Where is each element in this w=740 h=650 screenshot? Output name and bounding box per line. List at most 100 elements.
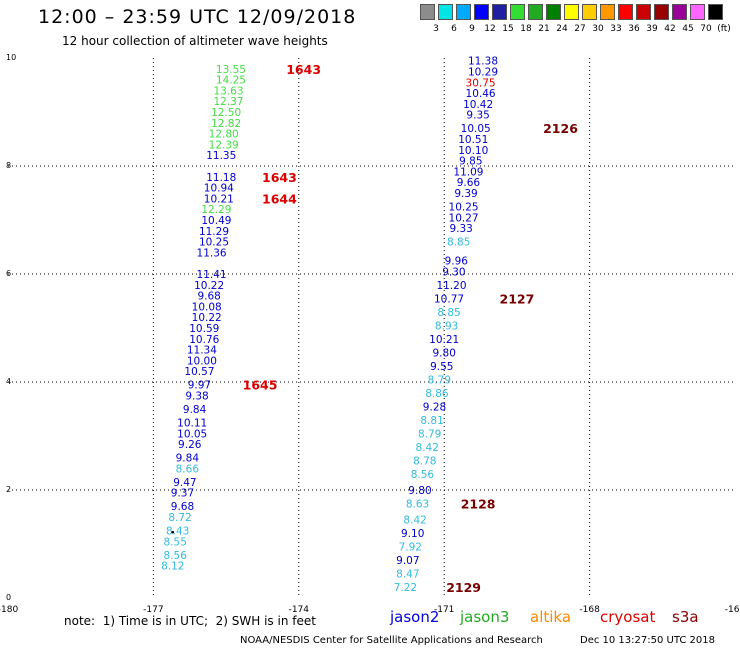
scale-swatch <box>636 4 651 20</box>
data-point-label: 9.85 <box>459 156 482 168</box>
data-point-label: 9.10 <box>401 528 424 540</box>
data-point-label: 10.21 <box>204 193 234 205</box>
data-point-label: 9.33 <box>449 223 472 235</box>
scale-label: 39 <box>646 24 658 34</box>
data-point-label: 9.84 <box>176 453 200 465</box>
x-tick-label: -177 <box>143 605 163 615</box>
time-annotation: 2129 <box>446 580 481 595</box>
data-point-label: 10.49 <box>201 215 231 227</box>
data-point-label: 10.94 <box>204 183 234 195</box>
y-tick-label: 8 <box>6 161 11 170</box>
y-tick-label: 0 <box>6 593 11 602</box>
x-tick-label: -174 <box>289 605 310 615</box>
data-point-label: 10.77 <box>434 293 464 305</box>
legend-altika: altika <box>530 608 572 626</box>
data-point-label: 9.39 <box>454 188 477 200</box>
scale-swatch <box>708 4 723 20</box>
time-annotation: 1644 <box>262 191 297 206</box>
scale-label: 9 <box>469 24 475 34</box>
data-point-label: 8.85 <box>437 307 460 319</box>
legend-s3a: s3a <box>672 608 699 626</box>
x-tick-label: -171 <box>434 605 454 615</box>
data-point-label: 9.80 <box>408 485 431 497</box>
data-point-label: 8.42 <box>403 515 426 527</box>
data-point-label: 8.86 <box>425 388 449 400</box>
data-point-label: 9.28 <box>423 401 446 413</box>
data-point-label: 11.34 <box>187 345 217 357</box>
scale-label: 30 <box>592 24 604 34</box>
scale-label: 6 <box>451 24 457 34</box>
y-tick-label: 6 <box>6 269 11 278</box>
data-point-label: 13.55 <box>216 64 246 76</box>
data-point-label: 11.35 <box>206 150 236 162</box>
data-point-label: 9.66 <box>457 177 481 189</box>
x-tick-label: -180 <box>0 605 18 615</box>
data-point-label: 12.37 <box>213 96 243 108</box>
data-point-label: 9.26 <box>178 439 202 451</box>
time-annotation: 1643 <box>262 170 297 185</box>
scale-label: 33 <box>610 24 622 34</box>
data-point-label: 12.29 <box>201 204 231 216</box>
data-point-label: 10.27 <box>449 212 479 224</box>
scale-swatch <box>690 4 705 20</box>
scale-swatch <box>474 4 489 20</box>
legend-jason2: jason2 <box>390 608 440 626</box>
data-point-label: 8.78 <box>413 455 436 467</box>
legend-jason3: jason3 <box>460 608 510 626</box>
time-annotation: 1645 <box>243 378 278 393</box>
scale-label: (ft) <box>717 24 731 34</box>
data-point-label: 12.39 <box>209 139 239 151</box>
scale-swatch <box>672 4 687 20</box>
data-point-label: 7.22 <box>394 582 417 594</box>
data-point-label: 10.00 <box>187 355 217 367</box>
data-point-label: 11.36 <box>197 247 227 259</box>
scale-label: 70 <box>700 24 712 34</box>
data-point-label: 8.55 <box>164 536 187 548</box>
data-point-label: 11.09 <box>453 166 483 178</box>
scale-swatch <box>492 4 507 20</box>
data-point-label: 8.66 <box>176 463 200 475</box>
data-point-label: 14.25 <box>216 75 246 87</box>
chart-title: 12:00 – 23:59 UTC 12/09/2018 <box>38 6 357 28</box>
scale-swatch <box>456 4 471 20</box>
scale-swatch <box>438 4 453 20</box>
x-tick-label: -165 <box>725 605 740 615</box>
data-point-label: 10.29 <box>468 67 498 79</box>
data-point-label: 13.63 <box>213 85 243 97</box>
scale-label: 12 <box>484 24 496 34</box>
scale-swatch <box>654 4 669 20</box>
time-annotation: 2126 <box>543 121 578 136</box>
data-point-label: 8.47 <box>396 569 419 581</box>
scale-label: 24 <box>556 24 568 34</box>
footer-credit: NOAA/NESDIS Center for Satellite Applica… <box>240 635 543 646</box>
scale-swatch <box>564 4 579 20</box>
scale-swatch <box>600 4 615 20</box>
data-point-label: 9.97 <box>188 380 211 392</box>
data-point-label: 11.20 <box>436 280 466 292</box>
data-point-label: 11.18 <box>206 172 236 184</box>
y-tick-label: 10 <box>6 53 16 62</box>
data-point-label: 8.79 <box>418 428 441 440</box>
data-point-label: 10.59 <box>189 323 219 335</box>
data-point-label: 8.42 <box>416 442 439 454</box>
scale-label: 18 <box>520 24 532 34</box>
legend-cryosat: cryosat <box>600 608 656 626</box>
data-point-label: 10.42 <box>463 99 493 111</box>
data-point-label: 10.46 <box>466 88 496 100</box>
data-point-label: 10.25 <box>199 237 229 249</box>
data-point-label: 8.81 <box>420 415 443 427</box>
data-point-label: 9.30 <box>442 266 465 278</box>
data-point-label: 9.07 <box>396 555 419 567</box>
data-point-label: 10.21 <box>429 334 459 346</box>
scale-swatch <box>582 4 597 20</box>
chart-subtitle: 12 hour collection of altimeter wave hei… <box>62 34 328 48</box>
data-point-label: 9.38 <box>185 391 208 403</box>
time-annotation: 2128 <box>461 497 496 512</box>
data-point-label: 10.11 <box>177 418 207 430</box>
data-point-label: 9.37 <box>171 488 194 500</box>
data-point-label: 11.38 <box>468 56 498 68</box>
data-point-label: 12.50 <box>211 107 241 119</box>
data-point-label: 8.79 <box>428 374 451 386</box>
data-point-label: 9.55 <box>430 361 453 373</box>
